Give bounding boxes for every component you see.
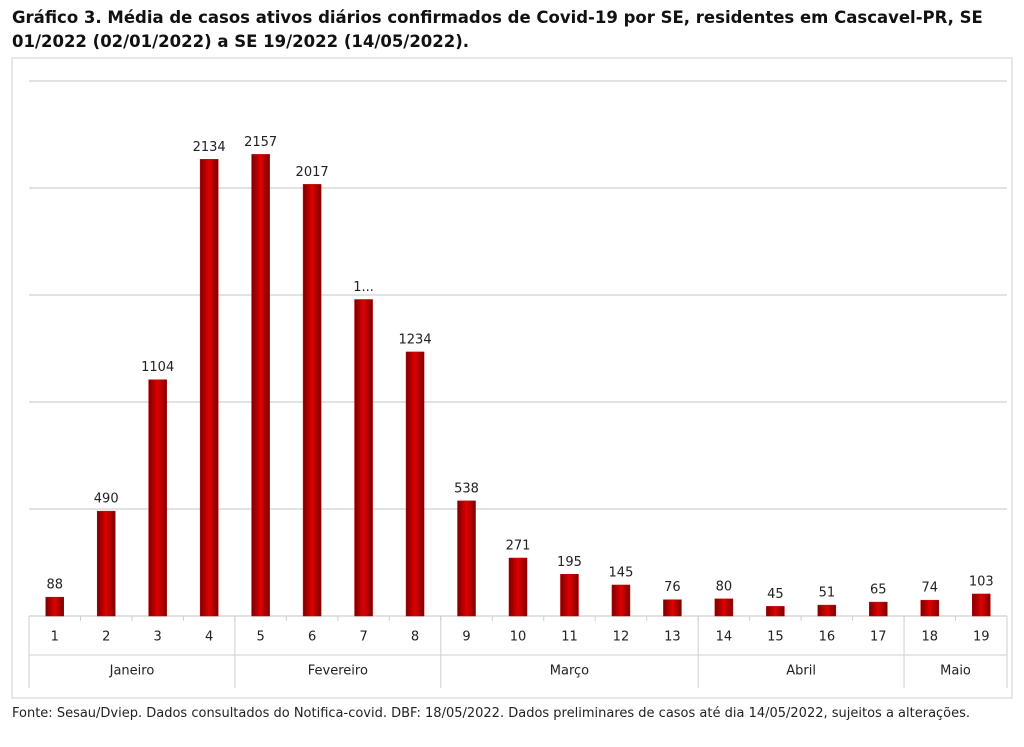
value-label: 1... [353, 280, 374, 295]
value-label: 2134 [193, 140, 226, 155]
bar [354, 299, 373, 617]
value-label: 45 [767, 587, 784, 602]
bar [869, 601, 888, 617]
x-tick-label: 8 [411, 630, 419, 645]
value-label: 74 [922, 581, 939, 596]
bar [560, 574, 579, 617]
bar [663, 599, 682, 617]
x-tick-label: 18 [922, 630, 939, 645]
bar [972, 593, 991, 617]
x-tick-label: 12 [613, 630, 630, 645]
value-label: 490 [94, 492, 119, 507]
x-tick-label: 16 [819, 630, 836, 645]
chart-title: Gráfico 3. Média de casos ativos diários… [12, 8, 983, 51]
bar [920, 599, 940, 617]
x-tick-label: 9 [462, 630, 470, 645]
x-tick-label: 2 [102, 630, 110, 645]
value-label: 88 [46, 578, 63, 593]
bar [302, 184, 322, 617]
x-tick-label: 10 [510, 630, 527, 645]
chart: Janeiro Fevereiro Março Abril Maio1882490311… [11, 57, 1013, 699]
bar [611, 584, 631, 617]
value-label: 80 [716, 579, 733, 594]
bar [405, 351, 425, 617]
bar [148, 379, 167, 617]
x-tick-label: 14 [716, 630, 733, 645]
bar [96, 510, 116, 617]
value-label: 1104 [141, 360, 174, 375]
bar [457, 500, 476, 617]
bar [45, 596, 64, 617]
value-label: 195 [557, 555, 582, 570]
x-tick-label: 15 [767, 630, 784, 645]
bar [251, 154, 270, 617]
month-label: Março [550, 664, 589, 679]
bar [766, 606, 785, 617]
x-tick-label: 7 [359, 630, 367, 645]
value-label: 65 [870, 583, 887, 598]
chart-border [11, 57, 1013, 699]
month-label: Maio [940, 664, 971, 679]
x-tick-label: 3 [154, 630, 162, 645]
value-label: 2017 [296, 165, 329, 180]
bar [817, 604, 837, 617]
value-label: 538 [454, 481, 479, 496]
value-label: 1234 [399, 332, 432, 347]
x-tick-label: 1 [51, 630, 59, 645]
value-label: 51 [819, 586, 836, 601]
value-label: 145 [609, 565, 634, 580]
x-tick-label: 4 [205, 630, 213, 645]
bar [199, 159, 219, 617]
x-tick-label: 5 [256, 630, 264, 645]
value-label: 76 [664, 580, 681, 595]
value-label: 271 [506, 539, 531, 554]
value-label: 103 [969, 574, 994, 589]
x-tick-label: 13 [664, 630, 681, 645]
month-label: Fevereiro [308, 664, 368, 679]
x-tick-label: 6 [308, 630, 316, 645]
month-label: Abril [786, 664, 816, 679]
x-tick-label: 19 [973, 630, 990, 645]
value-label: 2157 [244, 135, 277, 150]
month-label: Janeiro [109, 664, 155, 679]
source-note: Fonte: Sesau/Dviep. Dados consultados do… [12, 706, 971, 721]
bar [508, 557, 528, 617]
x-tick-label: 11 [561, 630, 578, 645]
bar [714, 598, 734, 617]
x-tick-label: 17 [870, 630, 887, 645]
